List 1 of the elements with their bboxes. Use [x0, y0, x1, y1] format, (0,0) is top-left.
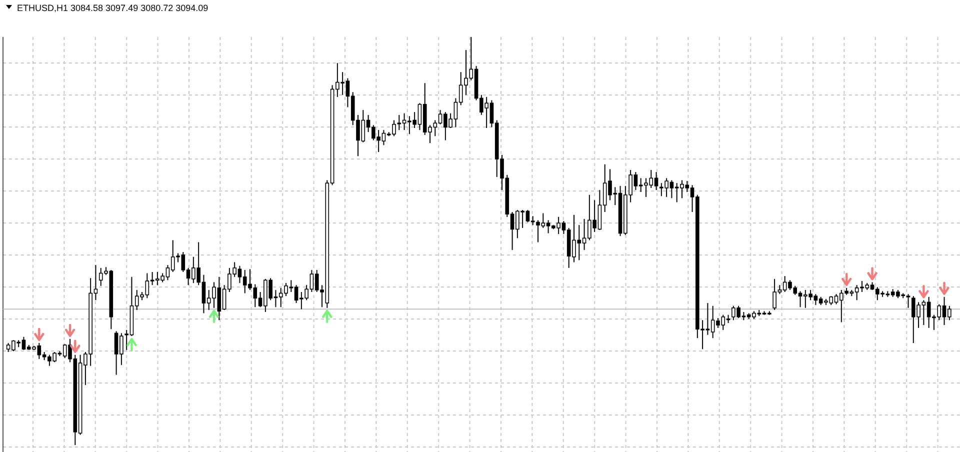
chart-title: ETHUSD,H1 3084.58 3097.49 3080.72 3094.09: [17, 3, 208, 13]
